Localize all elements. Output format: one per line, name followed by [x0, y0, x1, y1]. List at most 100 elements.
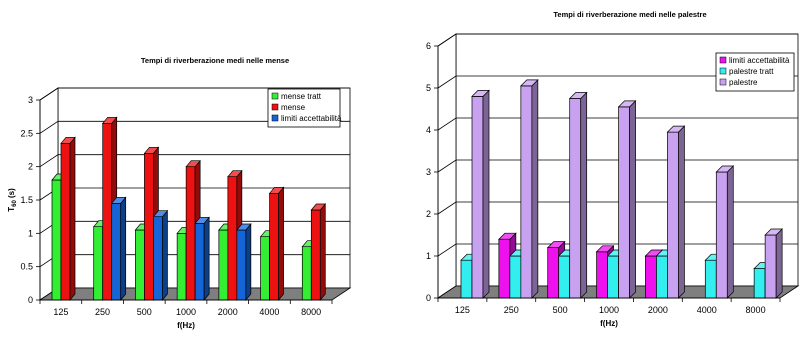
bar-side	[678, 125, 685, 299]
bar-front	[509, 255, 522, 299]
bar-top	[568, 92, 588, 99]
bar-front	[558, 255, 571, 299]
gridline	[437, 117, 798, 131]
legend-swatch	[719, 78, 727, 86]
bar-front	[111, 202, 122, 301]
x-tick-label: 2000	[218, 307, 238, 317]
bar	[236, 223, 252, 301]
y-tick-label: 0.5	[20, 262, 33, 272]
bar-front	[260, 236, 270, 301]
gridline	[39, 120, 350, 134]
legend-swatch	[719, 56, 727, 64]
bar-top	[143, 146, 160, 154]
bar-front	[301, 246, 312, 301]
x-tick-label: 1000	[176, 307, 196, 317]
y-tick-label: 3	[28, 95, 33, 105]
legend-label: mense	[281, 103, 306, 112]
legend-swatch	[271, 92, 279, 100]
y-axis-label-main: T	[7, 207, 16, 212]
bar	[715, 165, 735, 299]
bar-front	[153, 216, 163, 301]
bar-front	[176, 232, 187, 301]
x-tick-label: 8000	[301, 307, 321, 317]
bar-top	[227, 170, 243, 178]
bar-front	[618, 106, 630, 299]
bar-front	[569, 98, 582, 299]
bar-top	[152, 210, 169, 218]
y-tick-label: 4	[426, 125, 431, 135]
y-tick-label: 1.5	[20, 195, 33, 205]
bar-front	[102, 122, 113, 301]
bar-top	[715, 165, 735, 173]
x-axis-label: f(Hz)	[177, 321, 195, 330]
bar-side	[69, 136, 76, 301]
legend-swatch	[719, 67, 727, 75]
bar-side	[629, 100, 636, 299]
x-tick-label: 250	[95, 307, 110, 317]
bar-front	[310, 209, 321, 301]
bar	[568, 91, 588, 299]
bar-front	[645, 255, 657, 299]
legend-swatch	[271, 114, 279, 122]
bar-front	[498, 238, 511, 299]
bar-front	[764, 234, 777, 299]
bar-front	[194, 222, 205, 301]
x-tick-label: 250	[504, 305, 519, 315]
legend-box	[715, 52, 795, 92]
bar-side	[726, 165, 734, 299]
y-tick-label: 0	[426, 293, 431, 303]
bar-front	[596, 251, 608, 299]
x-tick-label: 125	[53, 307, 68, 317]
legend-swatch	[271, 103, 279, 111]
bar	[310, 203, 327, 301]
bar	[110, 196, 127, 301]
chart-palestre: Tempi di riverberazione medi nelle pales…	[426, 10, 800, 328]
x-tick-label: 125	[455, 305, 470, 315]
bar	[268, 186, 285, 301]
bar-front	[667, 131, 679, 299]
bar-front	[460, 259, 473, 299]
gridline	[39, 87, 350, 101]
x-tick-label: 4000	[697, 305, 717, 315]
bar-front	[236, 229, 247, 301]
bar-top	[764, 228, 783, 236]
y-axis-label: T60 (s)	[7, 188, 18, 212]
y-tick-label: 1	[28, 228, 33, 238]
y-tick-label: 6	[426, 41, 431, 51]
bar-front	[704, 259, 717, 299]
y-tick-label: 5	[426, 83, 431, 93]
bar-side	[245, 223, 252, 301]
bar-front	[471, 96, 484, 299]
bar-top	[471, 90, 490, 97]
bar-front	[144, 152, 154, 301]
bar	[152, 209, 169, 301]
bar-top	[498, 232, 517, 240]
y-tick-label: 2	[426, 209, 431, 219]
legend-box	[267, 88, 341, 128]
y-tick-label: 0	[28, 295, 33, 305]
bar-front	[51, 179, 62, 301]
bar-top	[185, 160, 201, 168]
bar-top	[236, 223, 252, 231]
chart-title: Tempi di riverberazione medi nelle mense	[141, 56, 289, 65]
bar-side	[775, 228, 783, 299]
bar-top	[310, 203, 327, 211]
bar-front	[753, 268, 766, 299]
x-tick-label: 2000	[648, 305, 668, 315]
bar	[520, 79, 539, 299]
bar-top	[60, 136, 76, 144]
legend-label: palestre	[729, 78, 758, 87]
bar-top	[110, 196, 127, 204]
bar	[666, 125, 686, 299]
gridline	[437, 75, 798, 89]
y-tick-label: 1	[426, 251, 431, 261]
x-tick-label: 4000	[259, 307, 279, 317]
bar-front	[60, 142, 71, 301]
y-tick-label: 2	[28, 162, 33, 172]
y-tick-label: 3	[426, 167, 431, 177]
bar-top	[546, 241, 566, 248]
bar-front	[227, 176, 238, 301]
y-axis-label-sub: 60	[12, 200, 18, 207]
legend-label: mense tratt	[281, 92, 322, 101]
bar-side	[120, 196, 127, 301]
